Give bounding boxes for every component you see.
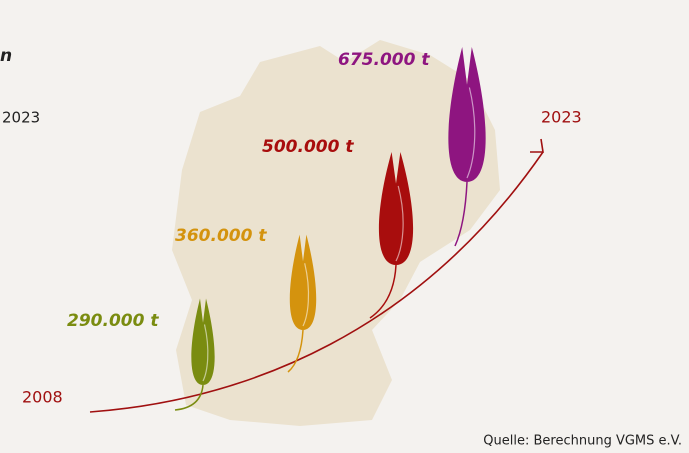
tulip-highlight <box>302 263 310 327</box>
arrow-head <box>530 138 544 153</box>
value-label: 290.000 t <box>67 311 159 331</box>
stem <box>454 181 468 247</box>
stem <box>174 384 204 411</box>
start-label: 2008 <box>22 388 63 407</box>
tulip <box>289 234 317 330</box>
value-label: 500.000 t <box>262 137 354 157</box>
source: Quelle: Berechnung VGMS e.V. <box>483 434 682 449</box>
tulip <box>448 47 486 182</box>
tulip <box>191 298 215 385</box>
growth-curve <box>89 151 544 413</box>
value-label: 675.000 t <box>338 50 430 70</box>
subtitle: 2023 <box>2 109 40 127</box>
map-germany <box>172 40 500 426</box>
tulip-highlight <box>466 87 476 179</box>
tulip-highlight <box>202 324 209 382</box>
stem <box>287 329 304 373</box>
value-label: 360.000 t <box>175 226 267 246</box>
end-label: 2023 <box>541 108 582 127</box>
tulip-highlight <box>395 185 404 262</box>
tulip <box>378 152 414 265</box>
stem <box>369 264 397 319</box>
title: n <box>0 46 12 66</box>
